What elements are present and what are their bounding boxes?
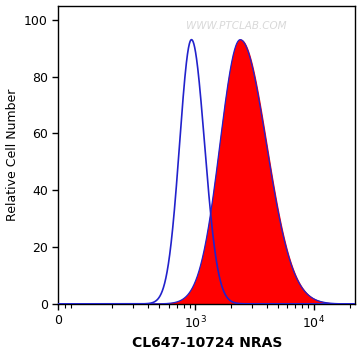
Text: WWW.PTCLAB.COM: WWW.PTCLAB.COM [186, 21, 287, 31]
X-axis label: CL647-10724 NRAS: CL647-10724 NRAS [132, 336, 282, 350]
Y-axis label: Relative Cell Number: Relative Cell Number [5, 89, 18, 221]
